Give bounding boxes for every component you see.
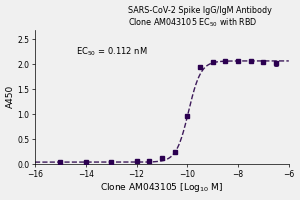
Text: EC$_{50}$ = 0.112 nM: EC$_{50}$ = 0.112 nM	[76, 46, 147, 58]
Title: SARS-CoV-2 Spike IgG/IgM Antibody
Clone AM043105 EC$_{50}$ with RBD: SARS-CoV-2 Spike IgG/IgM Antibody Clone …	[128, 6, 272, 29]
Y-axis label: A450: A450	[6, 85, 15, 108]
X-axis label: Clone AM043105 [Log$_{10}$ M]: Clone AM043105 [Log$_{10}$ M]	[100, 181, 224, 194]
